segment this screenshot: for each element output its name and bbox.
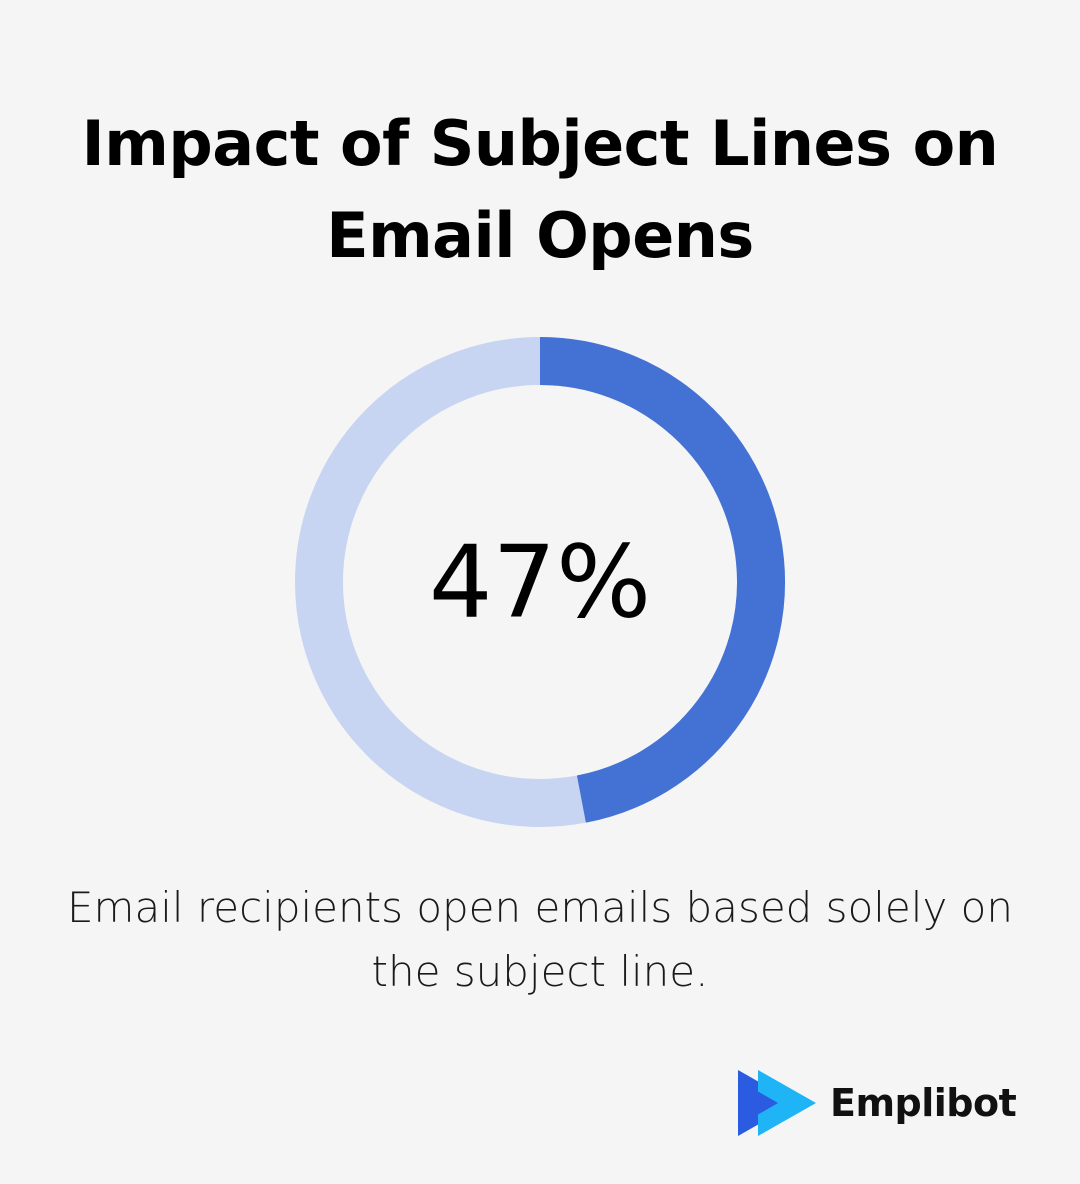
donut-center-value: 47%: [429, 524, 651, 641]
brand-name: Emplibot: [830, 1081, 1017, 1125]
donut-chart: 47%: [290, 332, 790, 832]
donut-filled-arc: [539, 337, 786, 823]
chart-description: Email recipients open emails based solel…: [67, 883, 1013, 996]
brand: Emplibot: [736, 1068, 1017, 1138]
chart-title: Impact of Subject Lines on Email Opens: [81, 107, 999, 272]
play-triangle-logo-icon: [738, 1070, 816, 1136]
